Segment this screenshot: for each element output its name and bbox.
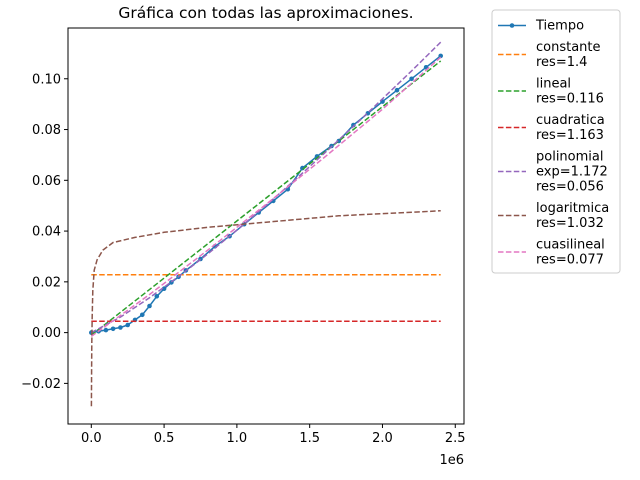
plot-frame bbox=[67, 27, 465, 425]
series-line-lineal bbox=[90, 60, 442, 336]
axes-layer: 0.0 0.5 1.0 1.5 2.0 2.5 −0.02 0.00 0.02 0.04 0.06 0… bbox=[21, 72, 465, 446]
series-layer bbox=[89, 41, 444, 407]
x-tick-label: 0.5 bbox=[154, 431, 175, 446]
x-tick-label: 0.0 bbox=[81, 431, 102, 446]
legend-entry-constante: constante bbox=[536, 40, 601, 55]
data-point-Tiempo bbox=[147, 303, 152, 309]
x-tick-label: 2.0 bbox=[372, 431, 393, 446]
y-tick-label: −0.02 bbox=[21, 377, 61, 392]
x-offset-label: 1e6 bbox=[439, 453, 464, 468]
x-tick-label: 1.5 bbox=[299, 431, 320, 446]
y-tick-label: 0.04 bbox=[32, 225, 61, 240]
legend-entry-polinomial: polinomial bbox=[536, 150, 603, 165]
plot-area bbox=[68, 28, 464, 424]
legend-entry-cuadratica: cuadratica bbox=[536, 113, 605, 128]
legend-box bbox=[491, 9, 621, 274]
x-tick-label: 2.5 bbox=[445, 431, 466, 446]
y-tick-label: 0.06 bbox=[32, 174, 61, 189]
data-point-Tiempo bbox=[438, 53, 444, 59]
data-point-Tiempo bbox=[103, 327, 109, 333]
legend-entry-constante: res=1.4 bbox=[536, 55, 587, 70]
legend-entry-cuasilineal: cuasilineal bbox=[536, 238, 605, 253]
y-tick-label: 0.10 bbox=[32, 72, 61, 87]
legend-marker-Tiempo bbox=[509, 23, 515, 28]
y-tick-label: 0.08 bbox=[32, 123, 61, 138]
series-line-polinomial bbox=[90, 41, 442, 334]
data-point-Tiempo bbox=[125, 322, 130, 328]
data-point-Tiempo bbox=[161, 286, 167, 292]
data-point-Tiempo bbox=[154, 294, 160, 299]
y-tick-label: 0.00 bbox=[32, 326, 61, 341]
legend-entry-lineal: lineal bbox=[536, 77, 571, 92]
legend-entry-polinomial: exp=1.172 bbox=[536, 165, 608, 180]
x-tick-label: 1.0 bbox=[227, 431, 248, 446]
data-point-Tiempo bbox=[409, 76, 414, 82]
legend-entry-lineal: res=0.116 bbox=[536, 92, 604, 107]
data-point-Tiempo bbox=[110, 326, 116, 332]
legend-entry-polinomial: res=0.056 bbox=[536, 180, 604, 195]
legend-entry-cuasilineal: res=0.077 bbox=[536, 253, 604, 268]
data-point-Tiempo bbox=[394, 87, 400, 93]
y-tick-label: 0.02 bbox=[32, 275, 61, 290]
series-line-cuasilineal bbox=[90, 56, 442, 338]
legend-entry-cuadratica: res=1.163 bbox=[536, 128, 604, 143]
legend-entry-logaritmica: logaritmica bbox=[536, 201, 609, 216]
data-point-Tiempo bbox=[140, 312, 145, 318]
legend-entry-logaritmica: res=1.032 bbox=[536, 216, 604, 231]
data-point-Tiempo bbox=[118, 325, 123, 330]
chart-title: Gráfica con todas las aproximaciones. bbox=[118, 4, 413, 22]
legend-entry-Tiempo: Tiempo bbox=[535, 19, 584, 34]
series-line-logaritmica bbox=[90, 210, 441, 407]
